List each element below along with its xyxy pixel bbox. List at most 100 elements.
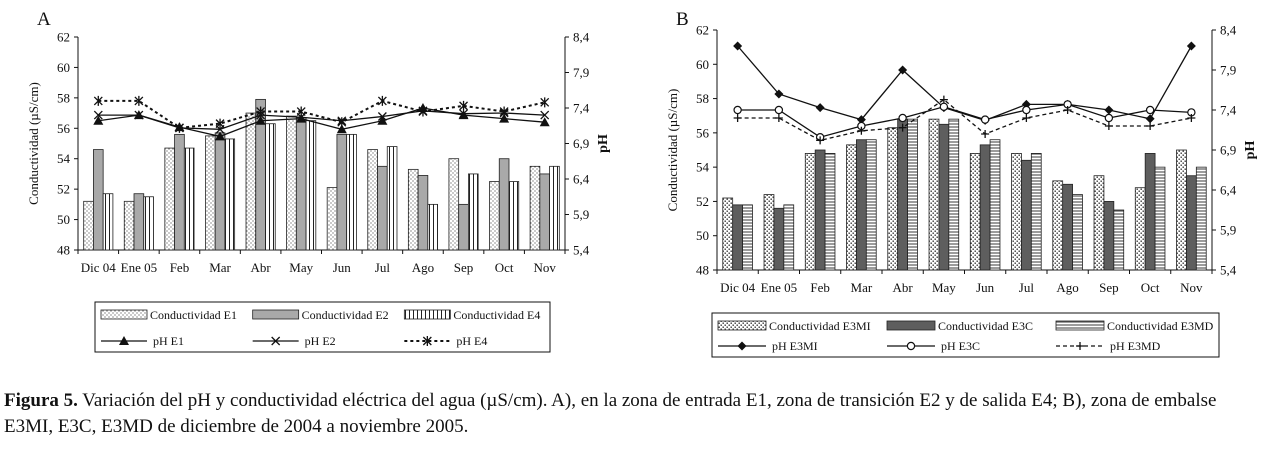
y2-tick-label: 6,4: [1220, 183, 1237, 198]
bar: [846, 144, 857, 271]
bar: [824, 153, 836, 271]
chart-b: 48 50 52 54 56 58 60 62 5,4 5,9 6,4 6,9 7,4 7,9 8,4 Dic…: [665, 23, 1258, 358]
legend-swatch: [403, 309, 451, 320]
series-line: [98, 107, 545, 138]
y2-axis-title: pH: [1243, 141, 1258, 160]
line-point: [1104, 122, 1113, 130]
legend-label: pH E1: [153, 334, 184, 348]
series-line: [737, 98, 1192, 142]
bar: [93, 149, 104, 251]
caption-label: Figura 5.: [4, 390, 78, 411]
bar: [1052, 180, 1064, 271]
legend-label: pH E4: [456, 334, 487, 348]
bar: [1030, 153, 1042, 271]
line-point: [459, 100, 469, 111]
line-point: [1022, 114, 1031, 122]
line-point: [174, 122, 184, 133]
line-point: [1104, 105, 1114, 115]
series-line: [98, 110, 545, 130]
line-point: [93, 115, 104, 125]
bar: [367, 149, 378, 251]
bar: [1186, 175, 1197, 271]
y2-axis-title: pH: [596, 134, 611, 153]
line-point: [418, 106, 428, 117]
line-point: [499, 113, 510, 123]
bar: [174, 133, 185, 251]
x-tick-label: Ene 05: [761, 280, 797, 295]
series-line: [737, 45, 1192, 122]
legend-marker: [737, 341, 747, 351]
bar: [928, 118, 940, 271]
line-point: [1186, 41, 1196, 51]
bar: [856, 139, 867, 271]
y2-tick-label: 8,4: [1220, 23, 1237, 38]
bar: [489, 181, 500, 251]
bar: [427, 203, 438, 251]
y-axis-title: Conductividad (µS/cm): [665, 89, 680, 212]
legend-label: Conductividad E1: [150, 308, 237, 322]
y-tick-label: 58: [696, 91, 709, 106]
bar: [539, 173, 550, 251]
x-tick-label: Ene 05: [121, 260, 157, 275]
x-tick-label: Sep: [454, 260, 474, 275]
bar: [508, 181, 520, 251]
legend-marker: [1076, 342, 1084, 350]
y2-tick-label: 5,9: [573, 207, 589, 222]
bar: [305, 120, 317, 251]
line-point: [93, 95, 103, 106]
series-line: [98, 99, 545, 129]
bar: [938, 123, 950, 271]
bar: [286, 115, 297, 251]
bar: [102, 193, 114, 251]
bar: [183, 147, 195, 251]
legend-label: pH E2: [305, 334, 336, 348]
legend-label: Conductividad E2: [302, 308, 389, 322]
bar: [417, 175, 429, 251]
line-point: [1187, 114, 1196, 122]
line-point: [898, 65, 908, 75]
line-point: [733, 105, 742, 115]
x-tick-label: Dic 04: [720, 280, 756, 295]
bar: [458, 203, 469, 251]
line-point: [1145, 105, 1155, 115]
line-point: [1146, 122, 1155, 130]
y2-tick-label: 7,9: [1220, 63, 1236, 78]
y-tick-label: 56: [696, 125, 710, 140]
legend-label: Conductividad E3MI: [769, 319, 871, 333]
y-tick-label: 62: [57, 30, 70, 45]
bar: [979, 144, 991, 271]
y2-tick-label: 6,4: [573, 172, 590, 187]
legend-label: pH E3MI: [772, 339, 818, 353]
legend-label: pH E3C: [941, 339, 980, 353]
bar: [326, 187, 338, 251]
x-tick-label: Jul: [1019, 280, 1035, 295]
bar: [722, 197, 734, 271]
y-tick-label: 48: [696, 263, 709, 278]
bar: [887, 127, 899, 271]
line-point: [255, 115, 266, 125]
bar: [205, 135, 216, 251]
line-point: [377, 115, 388, 125]
bar: [336, 133, 348, 251]
y-tick-label: 56: [57, 121, 71, 136]
line-point: [898, 113, 907, 123]
line-point: [256, 106, 266, 117]
series-line: [737, 103, 1192, 138]
y2-tick-label: 6,9: [1220, 143, 1236, 158]
x-tick-label: Nov: [534, 260, 557, 275]
line-point: [939, 102, 949, 112]
bar: [763, 194, 775, 271]
bar: [529, 165, 541, 251]
y2-tick-label: 5,9: [1220, 223, 1236, 238]
bar: [1134, 187, 1146, 271]
y-tick-label: 54: [696, 160, 710, 175]
bar: [907, 118, 918, 271]
bar: [1011, 153, 1022, 271]
bar: [969, 153, 981, 271]
legend-marker: [906, 341, 916, 351]
y2-tick-label: 8,4: [573, 30, 590, 45]
y-axis-title: Conductividad (µS/cm): [26, 82, 41, 205]
legend-swatch: [100, 309, 148, 320]
caption-text: Variación del pH y conductividad eléctri…: [4, 390, 1217, 437]
bar: [468, 173, 479, 251]
